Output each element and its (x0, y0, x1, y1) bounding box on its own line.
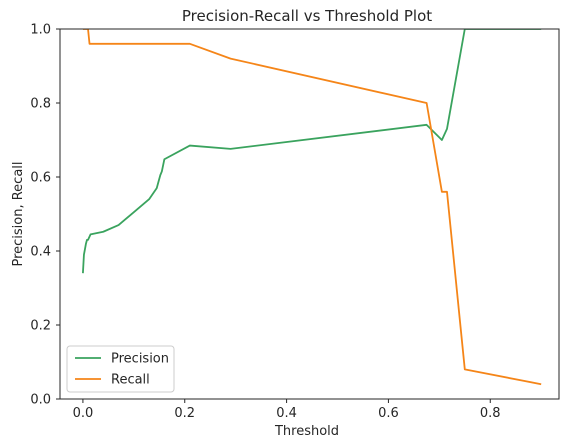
x-tick-label: 0.2 (174, 406, 195, 421)
x-tick-label: 0.4 (276, 406, 297, 421)
legend: Precision Recall (66, 345, 175, 393)
series-line-precision (82, 29, 542, 274)
x-axis-ticks: 0.0 0.2 0.4 0.6 0.8 (73, 399, 501, 421)
x-tick-label: 0.8 (480, 406, 501, 421)
x-tick-label: 0.6 (378, 406, 399, 421)
y-tick-label: 1.0 (30, 23, 51, 38)
y-axis-label: Precision, Recall (11, 161, 26, 266)
chart-title: Precision-Recall vs Threshold Plot (182, 7, 432, 25)
plot-area (82, 29, 542, 386)
x-axis-label: Threshold (274, 424, 339, 439)
legend-label-precision: Precision (111, 352, 169, 367)
legend-label-recall: Recall (111, 373, 150, 388)
y-tick-label: 0.8 (30, 97, 51, 112)
y-tick-label: 0.4 (30, 245, 51, 260)
y-tick-label: 0.0 (30, 393, 51, 408)
y-tick-label: 0.6 (30, 171, 51, 186)
plot-frame (59, 28, 560, 400)
series-line-recall (82, 29, 542, 386)
y-axis-ticks: 0.0 0.2 0.4 0.6 0.8 1.0 (30, 23, 60, 408)
x-tick-label: 0.0 (73, 406, 94, 421)
y-tick-label: 0.2 (30, 319, 51, 334)
